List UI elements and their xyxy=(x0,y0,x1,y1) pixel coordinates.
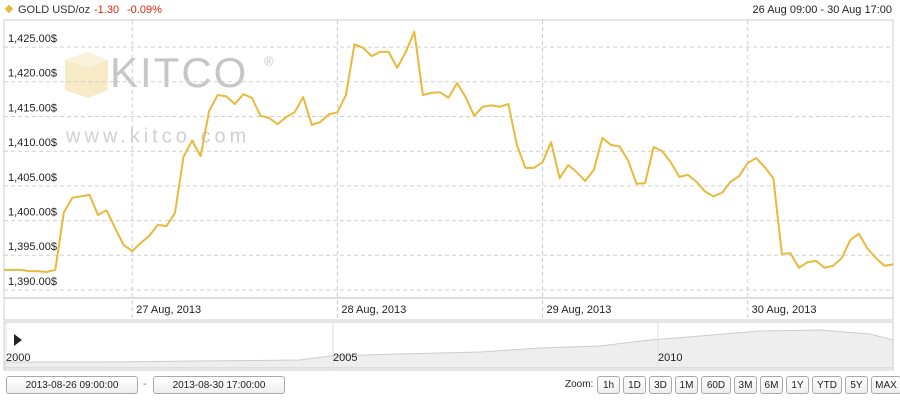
range-start-input[interactable]: 2013-08-26 09:00:00 xyxy=(6,376,138,394)
watermark: KITCO ® www.kitco.com xyxy=(65,49,274,147)
change-pct: -0.09% xyxy=(127,4,162,16)
range-separator: - xyxy=(143,379,147,390)
zoom-button[interactable]: 1D xyxy=(623,376,646,394)
zoom-button[interactable]: 1M xyxy=(675,376,698,394)
zoom-label: Zoom: xyxy=(565,379,594,390)
y-tick-label: 1,415.00$ xyxy=(8,102,57,114)
y-tick-label: 1,425.00$ xyxy=(8,33,57,45)
x-tick-label: 30 Aug, 2013 xyxy=(752,304,817,316)
zoom-button[interactable]: 1Y xyxy=(786,376,809,394)
price-line xyxy=(4,30,894,273)
zoom-button[interactable]: 5Y xyxy=(845,376,868,394)
x-tick-label: 28 Aug, 2013 xyxy=(341,304,406,316)
change: -1.30 xyxy=(94,4,119,16)
watermark-registered: ® xyxy=(264,53,274,68)
navigator-area xyxy=(3,329,894,369)
range-label: 26 Aug 09:00 - 30 Aug 17:00 xyxy=(753,4,892,16)
navigator-year: 2005 xyxy=(333,352,357,364)
watermark-url: www.kitco.com xyxy=(65,125,250,147)
zoom-button[interactable]: 3D xyxy=(649,376,672,394)
y-tick-label: 1,410.00$ xyxy=(8,137,57,149)
plot-frame xyxy=(3,19,894,321)
navigator-year: 2000 xyxy=(6,352,30,364)
y-tick-label: 1,400.00$ xyxy=(8,207,57,219)
navigator-year: 2010 xyxy=(658,352,682,364)
zoom-button[interactable]: 60D xyxy=(701,376,731,394)
y-tick-label: 1,420.00$ xyxy=(8,68,57,80)
y-tick-label: 1,405.00$ xyxy=(8,172,57,184)
zoom-button[interactable]: YTD xyxy=(812,376,842,394)
chart-title: GOLD USD/oz xyxy=(18,4,90,16)
range-end-input[interactable]: 2013-08-30 17:00:00 xyxy=(153,376,285,394)
x-tick-label: 27 Aug, 2013 xyxy=(136,304,201,316)
y-tick-label: 1,395.00$ xyxy=(8,241,57,253)
header-bg xyxy=(0,0,900,20)
play-button[interactable] xyxy=(14,334,22,346)
y-tick-label: 1,390.00$ xyxy=(8,276,57,288)
chart: GOLD USD/oz -1.30 -0.09% 26 Aug 09:00 - … xyxy=(0,0,900,371)
logo-cube-top xyxy=(65,52,108,68)
x-tick-label: 29 Aug, 2013 xyxy=(547,304,612,316)
watermark-brand: KITCO xyxy=(110,49,248,96)
zoom-button[interactable]: 3M xyxy=(734,376,757,394)
zoom-button[interactable]: 6M xyxy=(760,376,783,394)
zoom-button[interactable]: 1h xyxy=(597,376,620,394)
zoom-button[interactable]: MAX xyxy=(871,376,900,394)
